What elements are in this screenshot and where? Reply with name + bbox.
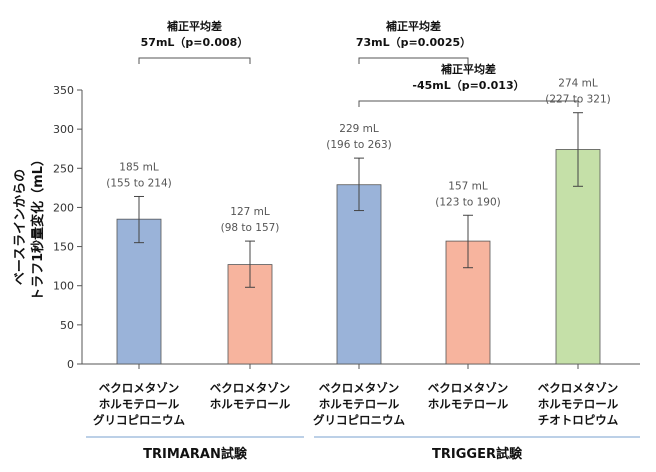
group-label: TRIMARAN試験 [143, 446, 248, 462]
ci-label: (227 to 321) [545, 94, 611, 106]
y-axis-label-line: トラフ1秒量変化（mL） [30, 153, 46, 301]
comparison-value: -45mL（p=0.013） [412, 79, 524, 92]
bar [336, 184, 382, 365]
y-axis-label: ベースラインからの トラフ1秒量変化（mL） [13, 153, 46, 301]
comparison-value: 73mL（p=0.0025） [356, 36, 471, 49]
trial-groups: TRIMARAN試験 TRIGGER試験 [86, 436, 640, 462]
y-axis-label-group: ベースラインからの トラフ1秒量変化（mL） [13, 153, 46, 301]
category-label: ベクロメタゾン [210, 381, 291, 395]
y-tick-label: 200 [53, 201, 74, 214]
y-tick-label: 350 [53, 84, 74, 97]
comparison-bracket [358, 57, 469, 64]
data-label: 274 mL [558, 78, 598, 90]
data-label: 229 mL [339, 123, 379, 135]
ci-label: (196 to 263) [326, 139, 392, 151]
y-axis-group: 0 50 100 150 200 250 300 350 [53, 84, 640, 371]
ci-label: (155 to 214) [106, 177, 172, 189]
y-tick-label: 50 [60, 319, 74, 332]
category-label: ホルモテロール [99, 397, 180, 411]
y-tick-label: 100 [53, 280, 74, 293]
comparison-brackets: 補正平均差 57mL（p=0.008） 補正平均差 73mL（p=0.0025） 補正平… [138, 19, 579, 107]
category-label: ホルモテロール [210, 397, 291, 411]
y-tick-label: 250 [53, 162, 74, 175]
comparison-value: 57mL（p=0.008） [141, 36, 249, 49]
y-tick-label: 0 [67, 358, 74, 371]
data-label: 157 mL [448, 180, 488, 192]
bars-group: 185 mL (155 to 214) 127 mL (98 to 157) 229 m… [106, 78, 611, 365]
data-label: 127 mL [230, 206, 270, 218]
comparison-title: 補正平均差 [166, 19, 222, 33]
category-label: チオトロピウム [538, 413, 619, 427]
comparison-bracket [358, 100, 579, 107]
y-tick-label: 150 [53, 241, 74, 254]
category-labels: ベクロメタゾンホルモテロールグリコピロニウムベクロメタゾンホルモテロールベクロメ… [93, 381, 619, 427]
y-tick-label: 300 [53, 123, 74, 136]
comparison-title: 補正平均差 [440, 62, 496, 76]
category-label: ベクロメタゾン [99, 381, 180, 395]
category-label: グリコピロニウム [93, 413, 185, 427]
category-label: ベクロメタゾン [319, 381, 400, 395]
comparison-bracket [138, 57, 251, 64]
y-axis-label-line: ベースラインからの [13, 169, 28, 285]
data-label: 185 mL [119, 161, 159, 173]
category-label: ホルモテロール [538, 397, 619, 411]
category-label: ベクロメタゾン [428, 381, 509, 395]
ci-label: (98 to 157) [221, 222, 280, 234]
category-label: グリコピロニウム [313, 413, 405, 427]
bar [116, 218, 162, 365]
category-label: ホルモテロール [428, 397, 509, 411]
ci-label: (123 to 190) [435, 196, 501, 208]
category-label: ホルモテロール [319, 397, 400, 411]
comparison-title: 補正平均差 [385, 19, 441, 33]
category-label: ベクロメタゾン [538, 381, 619, 395]
group-label: TRIGGER試験 [432, 446, 523, 462]
